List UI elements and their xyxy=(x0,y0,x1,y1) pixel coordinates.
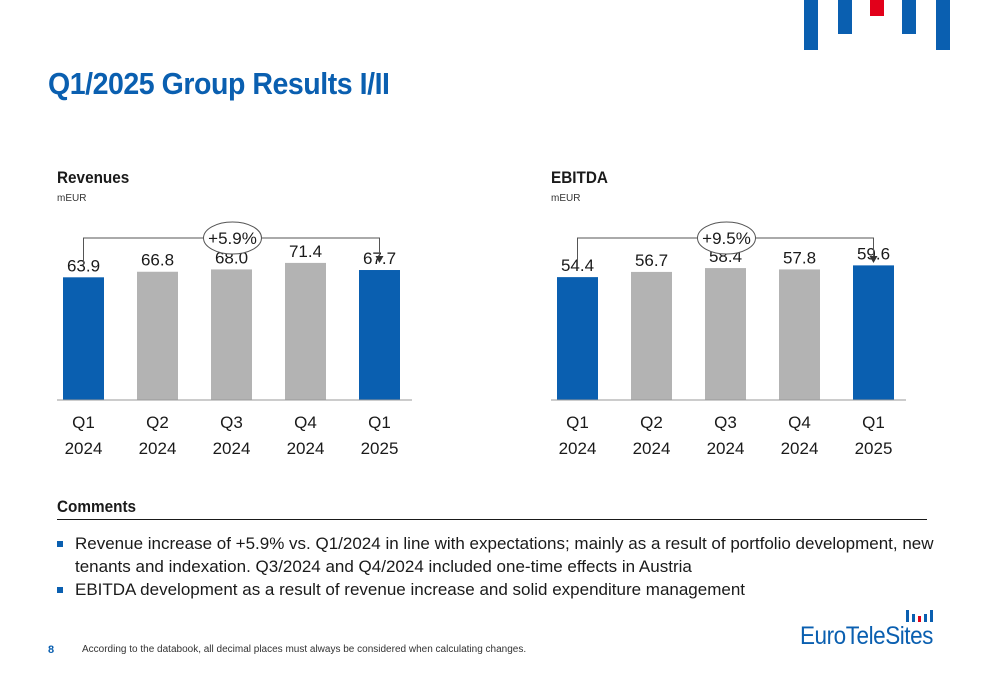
ebitda-bar-chart: 54.4Q1202456.7Q2202458.4Q3202457.8Q42024… xyxy=(551,221,906,458)
change-badge xyxy=(203,221,262,255)
data-label: 71.4 xyxy=(289,242,322,261)
ebitda-chart: EBITDA mEUR 54.4 Q1 2024 56.7 Q2 2024 58.4 Q3 20… xyxy=(551,168,931,468)
x-tick-label: 2024 xyxy=(139,439,177,458)
comment-text: Revenue increase of +5.9% vs. Q1/2024 in… xyxy=(75,534,934,576)
eurotelesites-logo: EuroTeleSites xyxy=(800,608,960,654)
comment-item: Revenue increase of +5.9% vs. Q1/2024 in… xyxy=(57,532,937,578)
page-number: 8 xyxy=(48,644,55,656)
comment-text: EBITDA development as a result of revenu… xyxy=(75,580,746,599)
corner-brand-bars xyxy=(804,0,950,50)
bar xyxy=(779,269,820,400)
bar xyxy=(705,268,746,400)
bar xyxy=(557,277,598,400)
x-tick-label: 2024 xyxy=(707,439,745,458)
page-title: Q1/2025 Group Results I/II xyxy=(48,66,390,101)
x-tick-label: 2024 xyxy=(213,439,251,458)
x-tick-label: Q1 xyxy=(862,413,885,432)
data-label: 56.7 xyxy=(635,251,668,270)
x-tick-label: Q4 xyxy=(788,413,811,432)
footnote: According to the databook, all decimal p… xyxy=(82,644,527,655)
comments-list: Revenue increase of +5.9% vs. Q1/2024 in… xyxy=(57,532,937,601)
change-arrow-icon xyxy=(869,256,878,263)
x-tick-label: Q3 xyxy=(714,413,737,432)
ebitda-chart-title: EBITDA xyxy=(551,168,608,187)
comments-heading: Comments xyxy=(57,497,137,516)
x-tick-label: Q4 xyxy=(294,413,317,432)
change-label: +9.5% xyxy=(702,229,751,248)
bar xyxy=(211,269,252,400)
comments-divider xyxy=(57,519,927,520)
data-label: 66.8 xyxy=(141,251,174,270)
x-tick-label: Q1 xyxy=(566,413,589,432)
x-tick-label: 2024 xyxy=(287,439,325,458)
x-tick-label: Q2 xyxy=(640,413,663,432)
x-tick-label: 2024 xyxy=(559,439,597,458)
data-label: 57.8 xyxy=(783,248,816,267)
bar xyxy=(285,262,326,400)
x-tick-label: 2025 xyxy=(855,439,893,458)
x-tick-label: 2025 xyxy=(361,439,399,458)
x-tick-label: 2024 xyxy=(65,439,103,458)
x-tick-label: Q2 xyxy=(146,413,169,432)
revenues-chart-title: Revenues xyxy=(57,168,130,187)
x-tick-label: Q1 xyxy=(72,413,95,432)
comment-item: EBITDA development as a result of revenu… xyxy=(57,578,937,601)
logo-wordmark: EuroTeleSites xyxy=(800,622,933,650)
change-badge xyxy=(697,221,756,255)
logo-mark-icon xyxy=(906,610,933,622)
revenues-chart-unit: mEUR xyxy=(57,193,87,204)
x-tick-label: Q1 xyxy=(368,413,391,432)
change-arrow-icon xyxy=(375,256,384,263)
bullet-icon xyxy=(57,541,63,547)
bar xyxy=(853,265,894,400)
bullet-icon xyxy=(57,587,63,593)
x-tick-label: Q3 xyxy=(220,413,243,432)
x-tick-label: 2024 xyxy=(633,439,671,458)
x-tick-label: 2024 xyxy=(781,439,819,458)
revenues-chart: Revenues mEUR 63.9 Q1 2024 66.8 Q2 2024 68.0 Q3… xyxy=(57,168,437,468)
bar xyxy=(63,277,104,400)
bar xyxy=(137,271,178,400)
bar xyxy=(631,271,672,400)
ebitda-chart-unit: mEUR xyxy=(551,193,581,204)
change-label: +5.9% xyxy=(208,229,257,248)
bar xyxy=(359,270,400,400)
revenues-bar-chart: 63.9Q1202466.8Q2202468.0Q3202471.4Q42024… xyxy=(57,221,412,458)
